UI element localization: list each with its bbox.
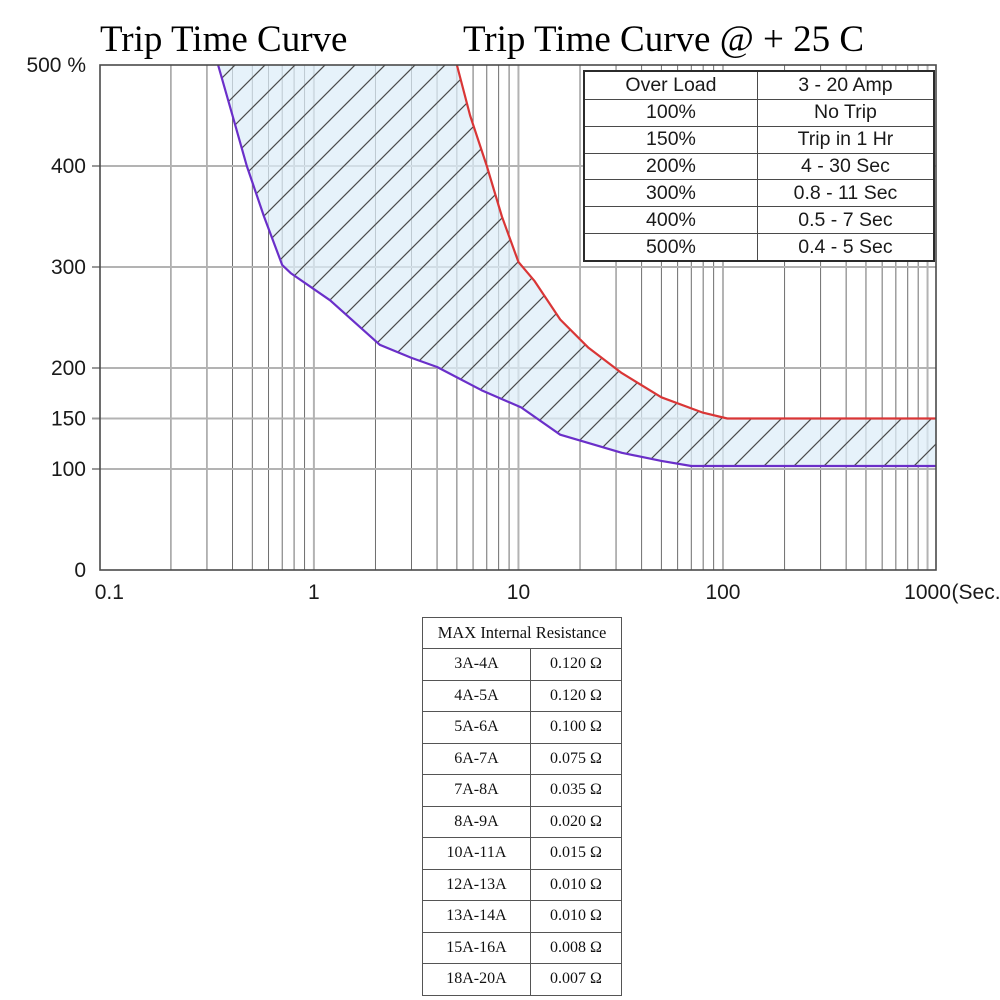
- y-tick-label: 0: [74, 559, 86, 582]
- overload-time-cell: 4 - 30 Sec: [756, 153, 933, 180]
- resistance-value-cell: 0.035 Ω: [529, 775, 621, 806]
- amp-range-cell: 15A-16A: [446, 938, 507, 956]
- amp-range-cell: 18A-20A: [446, 970, 507, 988]
- resistance-value-cell: 0.020 Ω: [529, 806, 621, 837]
- y-tick-label: 150: [51, 408, 86, 431]
- amp-range-cell: 4A-5A: [454, 686, 499, 704]
- overload-table-row: 150% Trip in 1 Hr: [585, 125, 933, 153]
- x-tick-label: 1: [308, 581, 320, 604]
- resistance-value-cell: 0.075 Ω: [529, 743, 621, 774]
- chart-title-left: Trip Time Curve: [100, 19, 348, 60]
- overload-percent-cell: 200%: [646, 154, 696, 177]
- resistance-table-row: 6A-7A 0.075 Ω: [423, 743, 621, 775]
- resistance-value-cell: 0.008 Ω: [529, 932, 621, 963]
- resistance-value-cell: 0.010 Ω: [529, 869, 621, 900]
- overload-time-cell: 0.5 - 7 Sec: [756, 207, 933, 234]
- y-tick-label: 400: [51, 155, 86, 178]
- resistance-value-cell: 0.120 Ω: [529, 680, 621, 711]
- resistance-table-row: 4A-5A 0.120 Ω: [423, 680, 621, 712]
- plot-frame: [99, 64, 937, 571]
- resistance-value-cell: 0.015 Ω: [529, 838, 621, 869]
- resistance-table-row: 18A-20A 0.007 Ω: [423, 964, 621, 995]
- overload-spec-table: Over Load 3 - 20 Amp 100% No Trip 150% Trip i…: [583, 70, 935, 262]
- resistance-table-row: 3A-4A 0.120 Ω: [423, 649, 621, 681]
- resistance-table-row: 15A-16A 0.008 Ω: [423, 932, 621, 964]
- resistance-value-cell: 0.007 Ω: [529, 964, 621, 995]
- amp-range-cell: 8A-9A: [454, 812, 499, 830]
- overload-time-cell: No Trip: [756, 99, 933, 126]
- resistance-table-row: 10A-11A 0.015 Ω: [423, 838, 621, 870]
- resistance-table-header: MAX Internal Resistance: [423, 618, 621, 649]
- x-tick-label: 1000: [904, 581, 951, 604]
- x-tick-label: 10: [507, 581, 530, 604]
- resistance-value-cell: 0.100 Ω: [529, 712, 621, 743]
- amp-range-cell: 3A-4A: [454, 655, 499, 673]
- x-tick-label: 0.1: [95, 581, 124, 604]
- overload-percent-cell: 300%: [646, 181, 696, 204]
- amp-range-cell: 6A-7A: [454, 749, 499, 767]
- y-tick-label: 500 %: [26, 54, 86, 77]
- overload-table-row: 300% 0.8 - 11 Sec: [585, 179, 933, 207]
- internal-resistance-table: MAX Internal Resistance 3A-4A 0.120 Ω 4A-5…: [422, 617, 622, 996]
- overload-time-cell: 3 - 20 Amp: [756, 72, 933, 99]
- amp-range-cell: 13A-14A: [446, 907, 507, 925]
- overload-time-cell: 0.8 - 11 Sec: [756, 180, 933, 207]
- y-tick-label: 100: [51, 458, 86, 481]
- overload-table-row: 500% 0.4 - 5 Sec: [585, 233, 933, 260]
- resistance-value-cell: 0.010 Ω: [529, 901, 621, 932]
- min-trip-curve: [217, 64, 936, 468]
- y-tick-label: 300: [51, 256, 86, 279]
- overload-percent-cell: 400%: [646, 208, 696, 231]
- resistance-table-row: 5A-6A 0.100 Ω: [423, 712, 621, 744]
- overload-percent-cell: Over Load: [625, 73, 717, 96]
- x-axis-unit-label: (Sec.): [952, 581, 1000, 604]
- resistance-value-cell: 0.120 Ω: [529, 649, 621, 680]
- overload-table-row: Over Load 3 - 20 Amp: [585, 72, 933, 99]
- overload-table-row: 100% No Trip: [585, 98, 933, 126]
- amp-range-cell: 10A-11A: [446, 844, 507, 862]
- overload-percent-cell: 100%: [646, 101, 696, 124]
- y-tick-label: 200: [51, 357, 86, 380]
- chart-title-right: Trip Time Curve @ + 25 C: [463, 19, 865, 60]
- max-trip-curve: [455, 64, 936, 420]
- amp-range-cell: 5A-6A: [454, 718, 499, 736]
- amp-range-cell: 7A-8A: [454, 781, 499, 799]
- resistance-table-row: 13A-14A 0.010 Ω: [423, 901, 621, 933]
- amp-range-cell: 12A-13A: [446, 875, 507, 893]
- resistance-table-row: 12A-13A 0.010 Ω: [423, 869, 621, 901]
- resistance-table-row: 8A-9A 0.020 Ω: [423, 806, 621, 838]
- x-tick-label: 100: [705, 581, 740, 604]
- overload-time-cell: 0.4 - 5 Sec: [756, 234, 933, 260]
- overload-table-row: 200% 4 - 30 Sec: [585, 152, 933, 180]
- overload-percent-cell: 500%: [646, 235, 696, 258]
- overload-percent-cell: 150%: [646, 128, 696, 151]
- resistance-table-body: 3A-4A 0.120 Ω 4A-5A 0.120 Ω 5A-6A 0.100 Ω 6A-7…: [423, 649, 621, 995]
- trip-band-hatch: [218, 65, 937, 466]
- overload-table-row: 400% 0.5 - 7 Sec: [585, 206, 933, 234]
- overload-time-cell: Trip in 1 Hr: [756, 126, 933, 153]
- resistance-table-row: 7A-8A 0.035 Ω: [423, 775, 621, 807]
